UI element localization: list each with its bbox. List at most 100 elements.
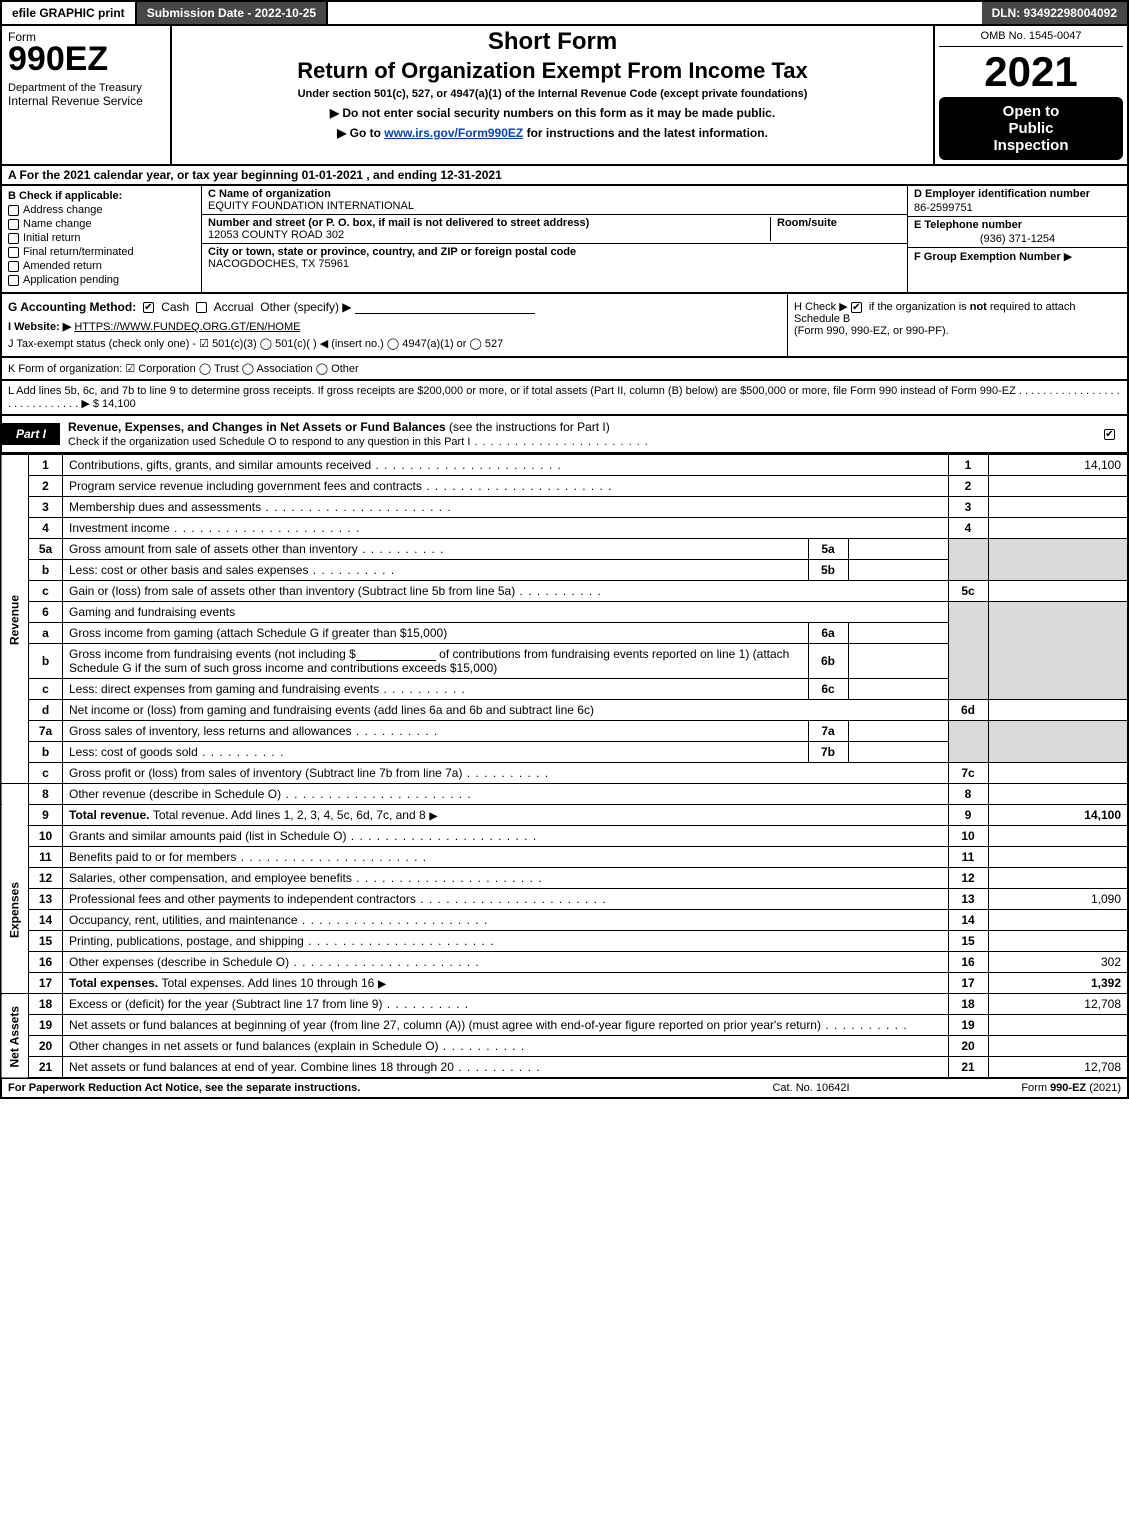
open-line3: Inspection — [943, 137, 1119, 154]
other-specify-line[interactable] — [355, 313, 535, 314]
line-4: 4Investment income4 — [1, 518, 1128, 539]
g-label: G Accounting Method: — [8, 300, 136, 314]
street-cell: Number and street (or P. O. box, if mail… — [202, 215, 907, 244]
city-label: City or town, state or province, country… — [208, 246, 576, 258]
line-16: 16Other expenses (describe in Schedule O… — [1, 952, 1128, 973]
line-6d: dNet income or (loss) from gaming and fu… — [1, 700, 1128, 721]
irs-link[interactable]: www.irs.gov/Form990EZ — [384, 126, 523, 140]
line-13: 13Professional fees and other payments t… — [1, 889, 1128, 910]
phone-label: E Telephone number — [914, 219, 1121, 231]
chk-h[interactable] — [851, 302, 862, 313]
open-line1: Open to — [943, 103, 1119, 120]
line-12: 12Salaries, other compensation, and empl… — [1, 868, 1128, 889]
city-value: NACOGDOCHES, TX 75961 — [208, 258, 349, 270]
gh-left: G Accounting Method: Cash Accrual Other … — [2, 294, 787, 356]
sections-d-e-f: D Employer identification number 86-2599… — [907, 186, 1127, 292]
street-label: Number and street (or P. O. box, if mail… — [208, 217, 589, 229]
chk-application-pending[interactable]: Application pending — [8, 274, 195, 286]
tax-year: 2021 — [939, 51, 1123, 93]
chk-name-change[interactable]: Name change — [8, 218, 195, 230]
line-7a: 7aGross sales of inventory, less returns… — [1, 721, 1128, 742]
line-15: 15Printing, publications, postage, and s… — [1, 931, 1128, 952]
l-amount: 14,100 — [102, 398, 136, 410]
section-i: I Website: ▶ HTTPS://WWW.FUNDEQ.ORG.GT/E… — [8, 320, 781, 333]
inst2-post: for instructions and the latest informat… — [523, 126, 768, 140]
section-b: B Check if applicable: Address change Na… — [2, 186, 202, 292]
h-not: not — [970, 301, 987, 313]
short-form-title: Short Form — [178, 28, 927, 56]
section-c: C Name of organization EQUITY FOUNDATION… — [202, 186, 907, 292]
part-i-sub: Check if the organization used Schedule … — [68, 436, 649, 448]
ein-value: 86-2599751 — [914, 202, 1121, 214]
sections-g-h-i-j: G Accounting Method: Cash Accrual Other … — [0, 294, 1129, 358]
chk-initial-return[interactable]: Initial return — [8, 232, 195, 244]
side-revenue: Revenue — [1, 455, 29, 784]
return-title: Return of Organization Exempt From Incom… — [178, 58, 927, 84]
side-net-assets: Net Assets — [1, 994, 29, 1079]
top-bar: efile GRAPHIC print Submission Date - 20… — [0, 0, 1129, 26]
section-a: A For the 2021 calendar year, or tax yea… — [0, 166, 1129, 186]
section-g: G Accounting Method: Cash Accrual Other … — [8, 300, 781, 314]
line-18: Net Assets18Excess or (deficit) for the … — [1, 994, 1128, 1015]
line-6: 6Gaming and fundraising events — [1, 602, 1128, 623]
form-header: Form 990EZ Department of the Treasury In… — [0, 26, 1129, 166]
sec-b-title: B Check if applicable: — [8, 190, 195, 202]
footer-right: Form 990-EZ (2021) — [941, 1082, 1121, 1094]
section-h: H Check ▶ if the organization is not req… — [787, 294, 1127, 356]
dln: DLN: 93492298004092 — [982, 2, 1127, 24]
line-11: 11Benefits paid to or for members11 — [1, 847, 1128, 868]
line-14: 14Occupancy, rent, utilities, and mainte… — [1, 910, 1128, 931]
header-left: Form 990EZ Department of the Treasury In… — [2, 26, 172, 164]
org-name-cell: C Name of organization EQUITY FOUNDATION… — [202, 186, 907, 215]
footer-left: For Paperwork Reduction Act Notice, see … — [8, 1082, 681, 1094]
website-value[interactable]: HTTPS://WWW.FUNDEQ.ORG.GT/EN/HOME — [74, 321, 300, 333]
phone-value: (936) 371-1254 — [914, 233, 1121, 245]
line-3: 3Membership dues and assessments3 — [1, 497, 1128, 518]
open-line2: Public — [943, 120, 1119, 137]
inst2-pre: ▶ Go to — [337, 126, 384, 140]
efile-print[interactable]: efile GRAPHIC print — [2, 2, 137, 24]
chk-address-change[interactable]: Address change — [8, 204, 195, 216]
line-17: 17Total expenses. Total expenses. Add li… — [1, 973, 1128, 994]
line-10: Expenses10Grants and similar amounts pai… — [1, 826, 1128, 847]
section-e: E Telephone number (936) 371-1254 — [908, 217, 1127, 248]
submission-date: Submission Date - 2022-10-25 — [137, 2, 328, 24]
side-expenses: Expenses — [1, 826, 29, 994]
section-f: F Group Exemption Number ▶ — [908, 248, 1127, 265]
part-i-title: Revenue, Expenses, and Changes in Net As… — [60, 416, 1096, 452]
topbar-spacer — [328, 2, 981, 24]
line-21: 21Net assets or fund balances at end of … — [1, 1057, 1128, 1079]
room-label: Room/suite — [771, 217, 901, 241]
header-right: OMB No. 1545-0047 2021 Open to Public In… — [935, 26, 1127, 164]
part-i-header: Part I Revenue, Expenses, and Changes in… — [0, 416, 1129, 454]
header-mid: Short Form Return of Organization Exempt… — [172, 26, 935, 164]
instruction-goto: ▶ Go to www.irs.gov/Form990EZ for instru… — [178, 126, 927, 140]
group-exempt-arrow: ▶ — [1064, 251, 1072, 263]
section-l: L Add lines 5b, 6c, and 7b to line 9 to … — [0, 381, 1129, 416]
line-19: 19Net assets or fund balances at beginni… — [1, 1015, 1128, 1036]
line-9: 9Total revenue. Total revenue. Add lines… — [1, 805, 1128, 826]
group-exempt-label: F Group Exemption Number — [914, 251, 1061, 263]
chk-cash[interactable] — [143, 302, 154, 313]
chk-accrual[interactable] — [196, 302, 207, 313]
part-i-tag: Part I — [2, 423, 60, 445]
line-2: 2Program service revenue including gover… — [1, 476, 1128, 497]
omb-no: OMB No. 1545-0047 — [939, 30, 1123, 47]
line-8: 8Other revenue (describe in Schedule O)8 — [1, 784, 1128, 805]
subhead: Under section 501(c), 527, or 4947(a)(1)… — [178, 88, 927, 100]
revenue-table: Revenue 1 Contributions, gifts, grants, … — [0, 454, 1129, 1079]
l-text: L Add lines 5b, 6c, and 7b to line 9 to … — [8, 385, 1120, 410]
line-7c: cGross profit or (loss) from sales of in… — [1, 763, 1128, 784]
chk-amended-return[interactable]: Amended return — [8, 260, 195, 272]
instruction-ssn: ▶ Do not enter social security numbers o… — [178, 106, 927, 120]
org-name-label: C Name of organization — [208, 188, 331, 200]
dept-treasury: Department of the Treasury — [8, 82, 164, 94]
chk-final-return[interactable]: Final return/terminated — [8, 246, 195, 258]
h-text4: (Form 990, 990-EZ, or 990-PF). — [794, 325, 949, 337]
org-name: EQUITY FOUNDATION INTERNATIONAL — [208, 200, 414, 212]
website-label: I Website: ▶ — [8, 321, 71, 333]
ein-label: D Employer identification number — [914, 188, 1121, 200]
open-to-public: Open to Public Inspection — [939, 97, 1123, 160]
sections-b-to-f: B Check if applicable: Address change Na… — [0, 186, 1129, 294]
part-i-check[interactable] — [1096, 423, 1127, 445]
